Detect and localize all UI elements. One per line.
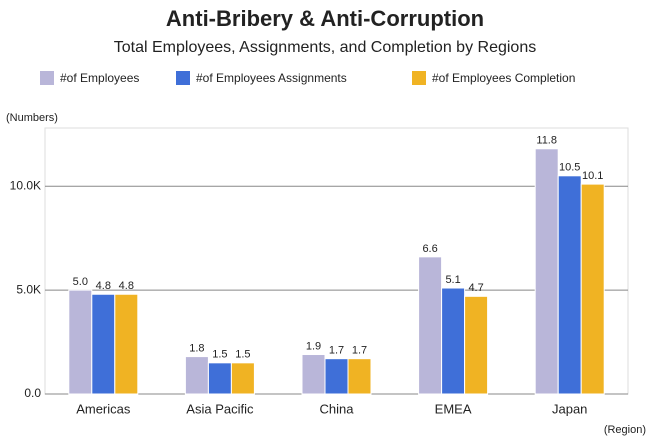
bar: [534, 148, 559, 395]
value-label: 11.8: [536, 135, 557, 147]
x-tick-label: Japan: [552, 401, 587, 416]
x-tick-label: EMEA: [435, 401, 472, 416]
legend-swatch: [40, 71, 54, 85]
value-label: 1.7: [352, 345, 367, 357]
bar: [230, 362, 255, 395]
x-tick-label: Asia Pacific: [186, 401, 254, 416]
value-label: 1.7: [329, 345, 344, 357]
legend-label: #of Employees Assignments: [196, 71, 347, 85]
legend-label: #of Employees: [60, 71, 139, 85]
x-tick-label: Americas: [76, 401, 131, 416]
bar: [418, 256, 443, 395]
bar: [114, 293, 139, 395]
legend-swatch: [176, 71, 190, 85]
y-tick-label: 5.0K: [16, 282, 41, 296]
bar: [441, 287, 466, 395]
value-label: 1.5: [212, 349, 227, 361]
bar: [91, 293, 116, 395]
y-tick-label: 0.0: [24, 386, 41, 400]
legend-label: #of Employees Completion: [432, 71, 575, 85]
y-axis-label: (Numbers): [6, 112, 58, 124]
bar: [464, 295, 489, 395]
bar: [207, 362, 232, 395]
legend-swatch: [412, 71, 426, 85]
value-label: 1.5: [235, 349, 250, 361]
bar: [347, 358, 372, 395]
value-label: 1.9: [306, 340, 321, 352]
chart-subtitle: Total Employees, Assignments, and Comple…: [114, 39, 536, 56]
value-label: 4.8: [96, 280, 111, 292]
value-label: 5.0: [73, 276, 88, 288]
value-label: 1.8: [189, 343, 204, 355]
value-label: 5.1: [445, 274, 460, 286]
y-tick-label: 10.0K: [10, 178, 41, 192]
bar: [68, 289, 93, 395]
x-tick-label: China: [320, 401, 355, 416]
bar: [184, 356, 209, 395]
value-label: 10.5: [559, 162, 580, 174]
bar: [301, 354, 326, 395]
x-axis-label: (Region): [604, 424, 646, 436]
chart-title: Anti-Bribery & Anti-Corruption: [166, 6, 484, 31]
bar: [557, 175, 582, 395]
value-label: 6.6: [422, 243, 437, 255]
bar: [580, 183, 605, 395]
value-label: 4.7: [468, 282, 483, 294]
bar: [324, 358, 349, 395]
value-label: 4.8: [119, 280, 134, 292]
value-label: 10.1: [582, 170, 603, 182]
